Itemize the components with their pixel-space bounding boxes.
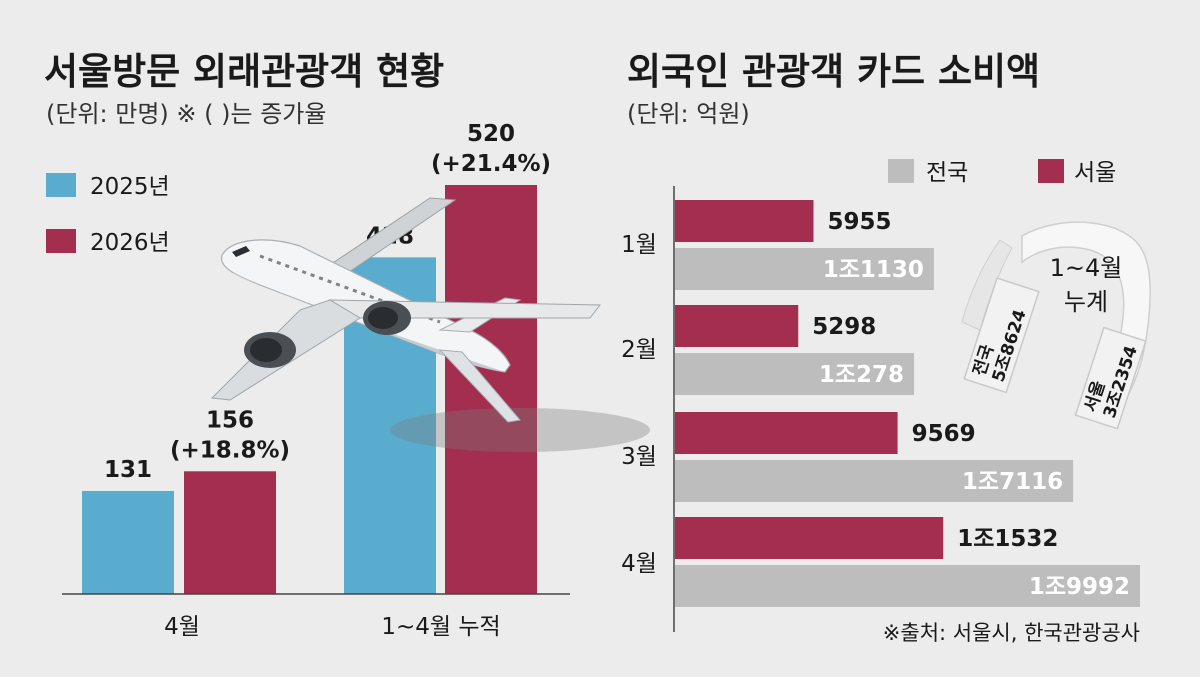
legend-swatch-seoul [1038,159,1064,183]
category-label-cumulative: 1~4월 누적 [381,614,500,640]
bar-seoul-2 [675,412,898,454]
legend-swatch-national [888,159,914,183]
legend-swatch-2025 [46,173,76,197]
right-chart-unit: (단위: 억원) [627,100,750,128]
month-label-jan: 1월 [621,232,657,258]
bar-value-label-1-0-0: 156 [206,407,254,433]
ticket-title-line2: 누계 [1064,288,1108,316]
legend-label-seoul: 서울 [1074,160,1116,186]
left-bar-group: 131428156(+18.8%)520(+21.4%) [82,121,551,594]
month-label-apr: 4월 [621,551,657,577]
bar-national-value-label-0: 1조1130 [823,257,924,283]
bar-seoul-value-label-0: 5955 [828,209,892,235]
legend-label-national: 전국 [926,160,968,186]
bar-seoul-value-label-3: 1조1532 [957,526,1058,552]
bar-value-label-0-0-0: 131 [104,457,152,483]
left-chart-unit: (단위: 만명) ※ ( )는 증가율 [46,100,326,128]
bar-national-2 [675,460,1074,502]
bar-seoul-value-label-2: 9569 [912,421,976,447]
bar-national-3 [675,565,1140,607]
legend-label-2026: 2026년 [90,230,170,256]
airplane-icon [210,197,650,452]
bar-national-value-label-1: 1조278 [819,362,904,388]
right-bar-group: 5955 5298 9569 1조1532 1조1130 1조278 1조7116 1조999… [675,200,1140,607]
source-note: ※출처: 서울시, 한국관광공사 [883,621,1140,645]
month-label-feb: 2월 [621,337,657,363]
bar-2026-0 [184,471,276,594]
ticket-title-line1: 1~4월 [1050,254,1123,282]
bar-seoul-value-label-1: 5298 [812,314,876,340]
receipt-icon: 전국 5조8624 서울 3조2354 1~4월 누계 [961,221,1151,430]
bar-value-label-1-1-0: 520 [467,121,515,147]
month-label-mar: 3월 [621,444,657,470]
bar-value-label-1-1-1: (+21.4%) [431,151,551,177]
bar-2025-0 [82,490,174,594]
left-chart-title: 서울방문 외래관광객 현황 [44,50,444,93]
legend-label-2025: 2025년 [90,174,170,200]
bar-national-1 [675,353,915,395]
bar-seoul-3 [675,517,944,559]
bar-seoul-0 [675,200,814,242]
category-label-april: 4월 [164,614,200,640]
bar-seoul-1 [675,305,799,347]
bar-value-label-1-0-1: (+18.8%) [170,437,290,463]
right-chart-title: 외국인 관광객 카드 소비액 [627,50,1040,93]
bar-national-value-label-3: 1조9992 [1029,574,1130,600]
legend-swatch-2026 [46,229,76,253]
bar-national-0 [675,248,934,290]
bar-national-value-label-2: 1조7116 [962,469,1063,495]
